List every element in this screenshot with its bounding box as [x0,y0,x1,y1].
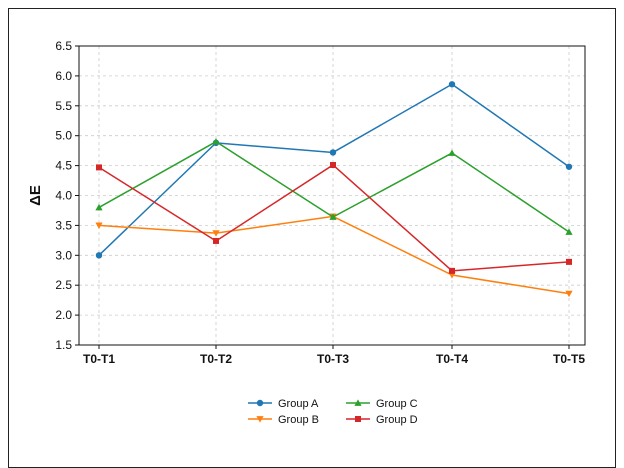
y-tick-label: 6.0 [55,69,72,83]
legend-swatch-marker [256,416,264,423]
grid-lines [79,45,585,346]
data-point [449,267,455,274]
data-point [329,213,337,220]
figure-frame [8,8,616,468]
legend-label: Group D [376,414,418,426]
y-tick-label: 1.5 [55,338,72,352]
y-tick-label: 4.5 [55,159,72,173]
series-group-d [96,162,572,274]
y-tick-label: 2.0 [55,308,72,322]
legend-label: Group C [376,398,418,410]
legend: Group A Group B Group C Group D [248,398,418,426]
y-tick-label: 5.0 [55,129,72,143]
legend-item: Group B [248,414,319,426]
legend-item: Group C [346,398,418,410]
x-axis-ticks: T0-T1 T0-T2 T0-T3 T0-T4 T0-T5 [83,345,585,366]
legend-label: Group A [278,398,319,410]
x-tick-label: T0-T4 [436,352,468,366]
series-group-c [95,138,573,235]
data-point [95,222,103,229]
data-point [212,230,220,237]
data-point [565,163,573,170]
data-point [213,237,219,244]
legend-label: Group B [278,414,319,426]
data-point [566,258,572,265]
legend-swatch-marker [256,399,264,407]
data-point [212,138,220,145]
y-tick-label: 5.5 [55,99,72,113]
legend-item: Group D [346,414,418,426]
series-group [95,81,573,298]
y-axis-label: ΔE [27,185,44,206]
data-point [330,162,336,169]
y-tick-label: 4.0 [55,189,72,203]
line-chart: 1.52.02.53.03.54.04.55.05.56.06.5 T0-T1 T… [27,39,586,426]
legend-swatch-marker [355,416,361,422]
y-tick-label: 6.5 [55,39,72,53]
x-tick-label: T0-T5 [553,352,585,366]
legend-swatch-marker [354,399,362,406]
y-axis-ticks: 1.5 2.0 2.5 3.0 3.5 4.0 4.5 5.0 5.5 6.0 6.5 [55,39,79,352]
data-point [95,203,103,211]
x-tick-label: T0-T1 [83,352,115,366]
y-tick-label: 3.5 [55,218,72,232]
data-point [565,228,573,235]
data-point [96,164,102,171]
data-point [448,81,456,88]
data-point [565,290,573,298]
y-tick-label: 2.5 [55,278,72,292]
data-point [95,252,103,259]
legend-item: Group A [248,398,319,410]
data-point [329,149,337,156]
x-tick-label: T0-T2 [200,352,232,366]
y-tick-label: 3.0 [55,248,72,262]
x-tick-label: T0-T3 [317,352,349,366]
data-point [448,149,456,156]
